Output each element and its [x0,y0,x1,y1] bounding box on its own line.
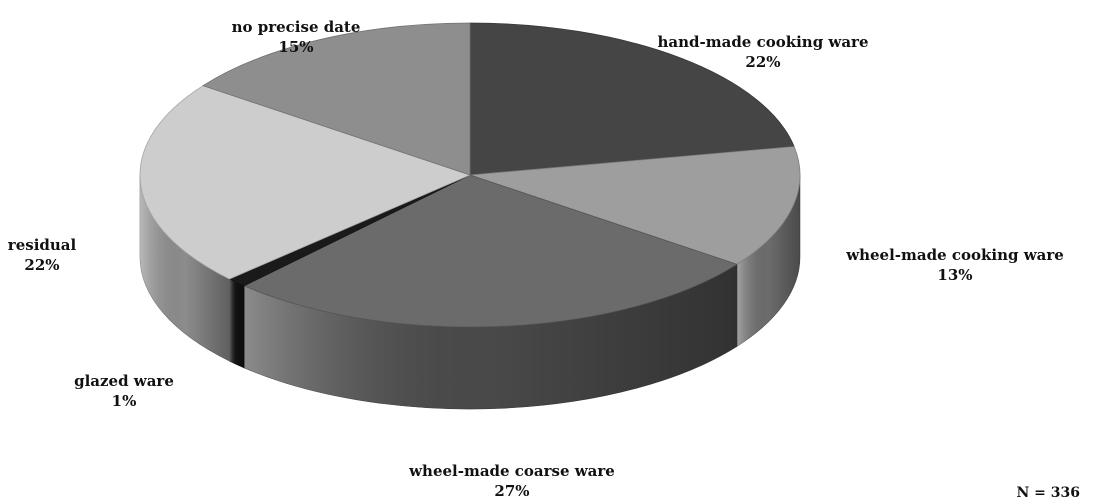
slice-no-precise-date [202,22,471,176]
slice-label-glazed-ware: glazed ware [74,372,174,390]
slice-label-no-precise-date: no precise date [232,18,361,36]
slice-label-wheel-made-cooking-ware: wheel-made cooking ware [845,246,1064,264]
slice-side-shade-wheel-made-cooking-ware [736,175,800,347]
slice-value-glazed-ware: 1% [112,392,137,410]
slice-hand-made-cooking-ware [469,22,795,176]
slice-residual [139,85,472,280]
slice-wheel-made-coarse-ware [243,174,738,328]
slice-value-no-precise-date: 15% [278,38,313,56]
slice-label-residual: residual [8,236,77,254]
slice-label-wheel-made-coarse-ware: wheel-made coarse ware [408,462,615,480]
slice-wheel-made-cooking-ware [469,146,801,265]
slice-labels: hand-made cooking ware 22% wheel-made cook… [8,18,1064,500]
slice-value-wheel-made-coarse-ware: 27% [494,482,529,500]
pie-tops [139,22,801,328]
slice-side-shade-residual [140,175,230,362]
slice-side-shade-wheel-made-coarse-ware [244,264,737,409]
slice-value-hand-made-cooking-ware: 22% [745,53,780,71]
slice-value-residual: 22% [24,256,59,274]
slice-side-shade-glazed-ware [229,279,245,368]
pie-sides [139,174,801,410]
slice-value-wheel-made-cooking-ware: 13% [937,266,972,284]
sample-size-note: N = 336 [1017,485,1081,501]
slice-label-hand-made-cooking-ware: hand-made cooking ware [657,33,868,51]
